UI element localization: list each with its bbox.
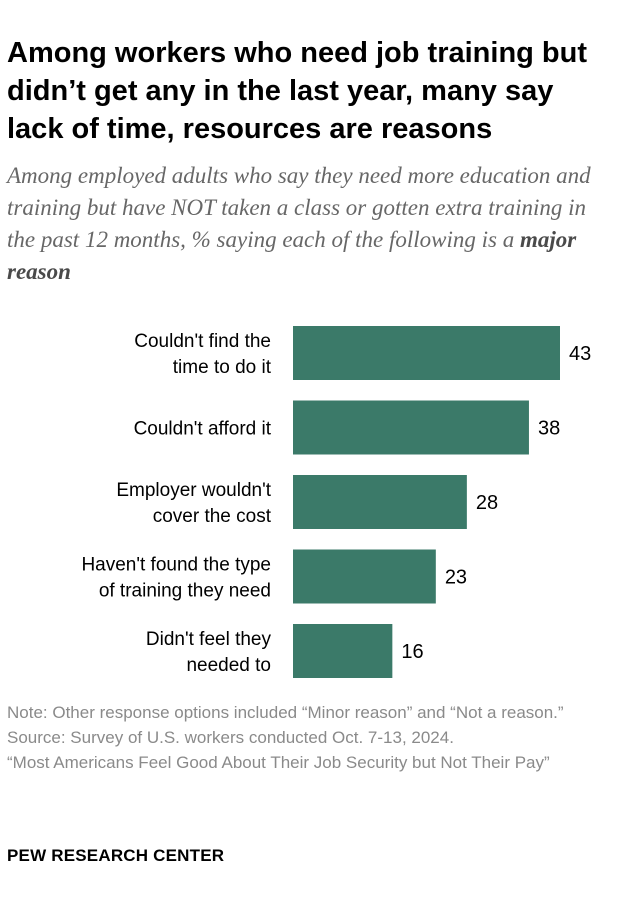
bar-chart: 43 Couldn't find the time to do it 38 Couldn… — [81, 326, 591, 678]
note-text: Note: Other response options included “M… — [7, 703, 564, 722]
chart-subtitle: Among employed adults who say they need … — [7, 160, 613, 288]
category-label-4-line-1: needed to — [186, 655, 271, 676]
category-label-1-line-0: Couldn't afford it — [134, 419, 272, 440]
category-label-0-line-0: Couldn't find the — [134, 331, 271, 352]
category-label-0-line-1: time to do it — [173, 357, 272, 378]
value-label-0: 43 — [569, 343, 591, 365]
bar-0 — [293, 326, 560, 380]
value-label-4: 16 — [401, 641, 423, 663]
category-label-3-line-0: Haven't found the type — [81, 555, 271, 576]
bar-2 — [293, 475, 467, 529]
chart-title: Among workers who need job training but … — [7, 37, 588, 145]
category-label-2-line-0: Employer wouldn't — [116, 480, 271, 501]
chart-notes: Note: Other response options included “M… — [7, 700, 613, 775]
source-text: Source: Survey of U.S. workers conducted… — [7, 728, 454, 747]
report-title: “Most Americans Feel Good About Their Jo… — [7, 753, 550, 772]
bar-4 — [293, 624, 393, 678]
brand-logo-text: PEW RESEARCH CENTER — [7, 846, 225, 865]
bar-3 — [293, 549, 436, 604]
value-label-2: 28 — [476, 492, 498, 514]
value-label-1: 38 — [538, 418, 560, 440]
bar-1 — [293, 400, 529, 455]
value-label-3: 23 — [445, 567, 467, 589]
subtitle-emphasis: major reason — [7, 227, 577, 284]
category-label-2-line-1: cover the cost — [153, 506, 272, 527]
subtitle-text: Among employed adults who say they need … — [7, 163, 591, 252]
category-label-4-line-0: Didn't feel they — [146, 629, 272, 650]
category-label-3-line-1: of training they need — [99, 581, 271, 602]
